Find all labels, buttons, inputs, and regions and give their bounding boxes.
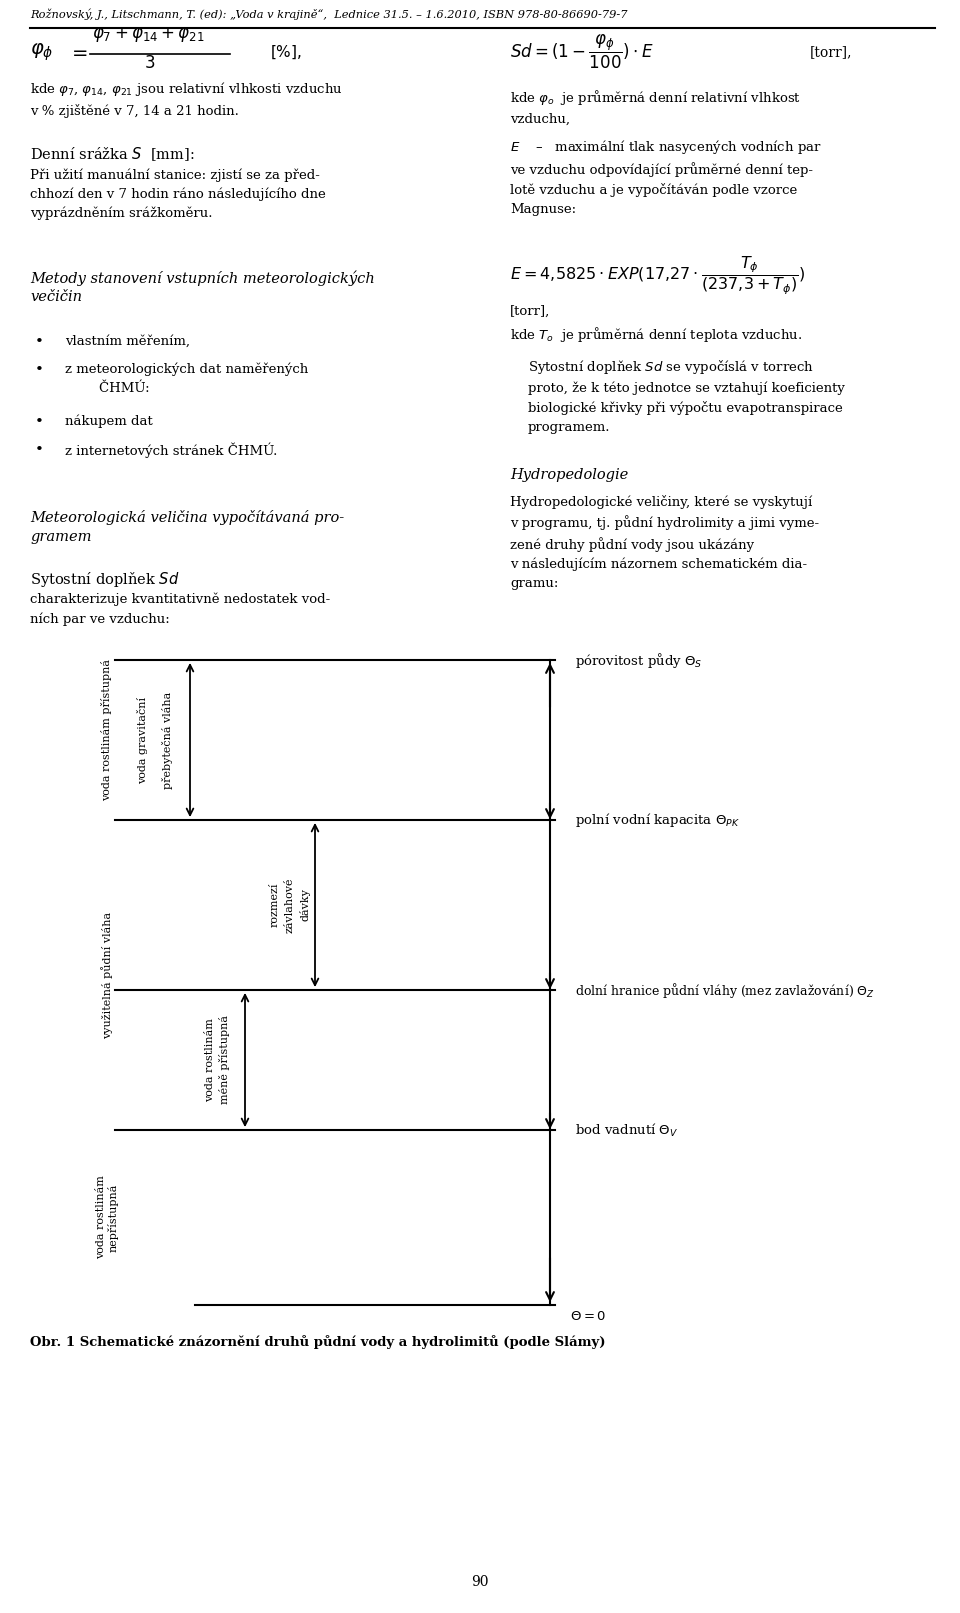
Text: Meteorologická veličina vypočítávaná pro-
gramem: Meteorologická veličina vypočítávaná pro… (30, 510, 345, 544)
Text: dávky: dávky (300, 889, 310, 921)
Text: rozmezí: rozmezí (270, 882, 280, 927)
Text: $[\%],$: $[\%],$ (270, 44, 301, 61)
Text: využitelná půdní vláha: využitelná půdní vláha (101, 911, 113, 1039)
Text: Sytostní doplňek $Sd$: Sytostní doplňek $Sd$ (30, 569, 180, 589)
Text: Hydropedologie: Hydropedologie (510, 468, 628, 482)
Text: bod vadnutí $Θ_V$: bod vadnutí $Θ_V$ (575, 1121, 679, 1139)
Text: Sytostní doplňek $Sd$ se vypočíslá v torrech
proto, že k této jednotce se vztahu: Sytostní doplňek $Sd$ se vypočíslá v tor… (528, 358, 845, 434)
Text: kde $\varphi_7$, $\varphi_{14}$, $\varphi_{21}$ jsou relativní vlhkosti vzduchu
: kde $\varphi_7$, $\varphi_{14}$, $\varph… (30, 81, 343, 118)
Text: Při užití manuální stanice: zjistí se za před-
chhozí den v 7 hodin ráno následu: Při užití manuální stanice: zjistí se za… (30, 168, 325, 219)
Text: •: • (35, 415, 44, 429)
Text: nákupem dat: nákupem dat (65, 415, 153, 429)
Text: Hydropedologické veličiny, které se vyskytují
v programu, tj. půdní hydrolimity : Hydropedologické veličiny, které se vysk… (510, 495, 819, 590)
Text: voda rostlinám
nepřístupná: voda rostlinám nepřístupná (96, 1176, 118, 1260)
Text: polní vodní kapacita $Θ_{PK}$: polní vodní kapacita $Θ_{PK}$ (575, 811, 740, 829)
Text: závlahové: závlahové (285, 877, 295, 932)
Text: $Sd = (1 - \dfrac{\varphi_\phi}{100})\cdot E$: $Sd = (1 - \dfrac{\varphi_\phi}{100})\cd… (510, 32, 654, 71)
Text: z internetových stránek ČHMÚ.: z internetových stránek ČHMÚ. (65, 444, 277, 458)
Text: 90: 90 (471, 1574, 489, 1589)
Text: •: • (35, 363, 44, 377)
Text: $\varphi_\phi$: $\varphi_\phi$ (30, 42, 54, 63)
Text: charakterizuje kvantitativně nedostatek vod-
ních par ve vzduchu:: charakterizuje kvantitativně nedostatek … (30, 594, 330, 626)
Text: méně přístupná: méně přístupná (220, 1016, 230, 1105)
Text: Rožnovský, J., Litschmann, T. (ed): „Voda v krajině“,  Lednice 31.5. – 1.6.2010,: Rožnovský, J., Litschmann, T. (ed): „Vod… (30, 8, 628, 19)
Text: voda rostlinám přístupná: voda rostlinám přístupná (102, 660, 112, 802)
Text: [torr],: [torr], (510, 305, 550, 318)
Text: $\varphi_7 + \varphi_{14} + \varphi_{21}$: $\varphi_7 + \varphi_{14} + \varphi_{21}… (92, 24, 204, 44)
Text: Obr. 1 Schematické znázornění druhů půdní vody a hydrolimitů (podle Slámy): Obr. 1 Schematické znázornění druhů půdn… (30, 1336, 606, 1348)
Text: vlastním měřením,: vlastním měřením, (65, 336, 190, 348)
Text: $=$: $=$ (68, 44, 88, 61)
Text: kde $T_o$  je průměrná denní teplota vzduchu.: kde $T_o$ je průměrná denní teplota vzdu… (510, 324, 803, 344)
Text: voda rostlinám: voda rostlinám (205, 1018, 215, 1102)
Text: $3$: $3$ (144, 55, 156, 73)
Text: $E = 4{,}5825\cdot EXP(17{,}27\cdot \dfrac{T_\phi}{(237{,}3+T_\phi)})$: $E = 4{,}5825\cdot EXP(17{,}27\cdot \dfr… (510, 255, 805, 297)
Text: $E$    –   maximální tlak nasycených vodních par
ve vzduchu odpovídající průměrn: $E$ – maximální tlak nasycených vodních … (510, 139, 822, 216)
Text: z meteorologických dat naměřených
        ČHMÚ:: z meteorologických dat naměřených ČHMÚ: (65, 363, 308, 395)
Text: přebytečná vláha: přebytečná vláha (161, 692, 173, 789)
Text: [torr],: [torr], (810, 45, 852, 60)
Text: •: • (35, 444, 44, 456)
Text: voda gravitační: voda gravitační (137, 697, 149, 784)
Text: kde $\varphi_o$  je průměrná denní relativní vlhkost
vzduchu,: kde $\varphi_o$ je průměrná denní relati… (510, 89, 801, 126)
Text: Metody stanovení vstupních meteorologických
večičin: Metody stanovení vstupních meteorologick… (30, 269, 374, 305)
Text: Denní srážka $S$  [mm]:: Denní srážka $S$ [mm]: (30, 145, 195, 163)
Text: •: • (35, 336, 44, 348)
Text: pórovitost půdy $Θ_S$: pórovitost půdy $Θ_S$ (575, 650, 703, 669)
Text: dolní hranice půdní vláhy (mez zavlažování) $Θ_Z$: dolní hranice půdní vláhy (mez zavlažová… (575, 981, 875, 1000)
Text: $\Theta = 0$: $\Theta = 0$ (570, 1310, 606, 1323)
